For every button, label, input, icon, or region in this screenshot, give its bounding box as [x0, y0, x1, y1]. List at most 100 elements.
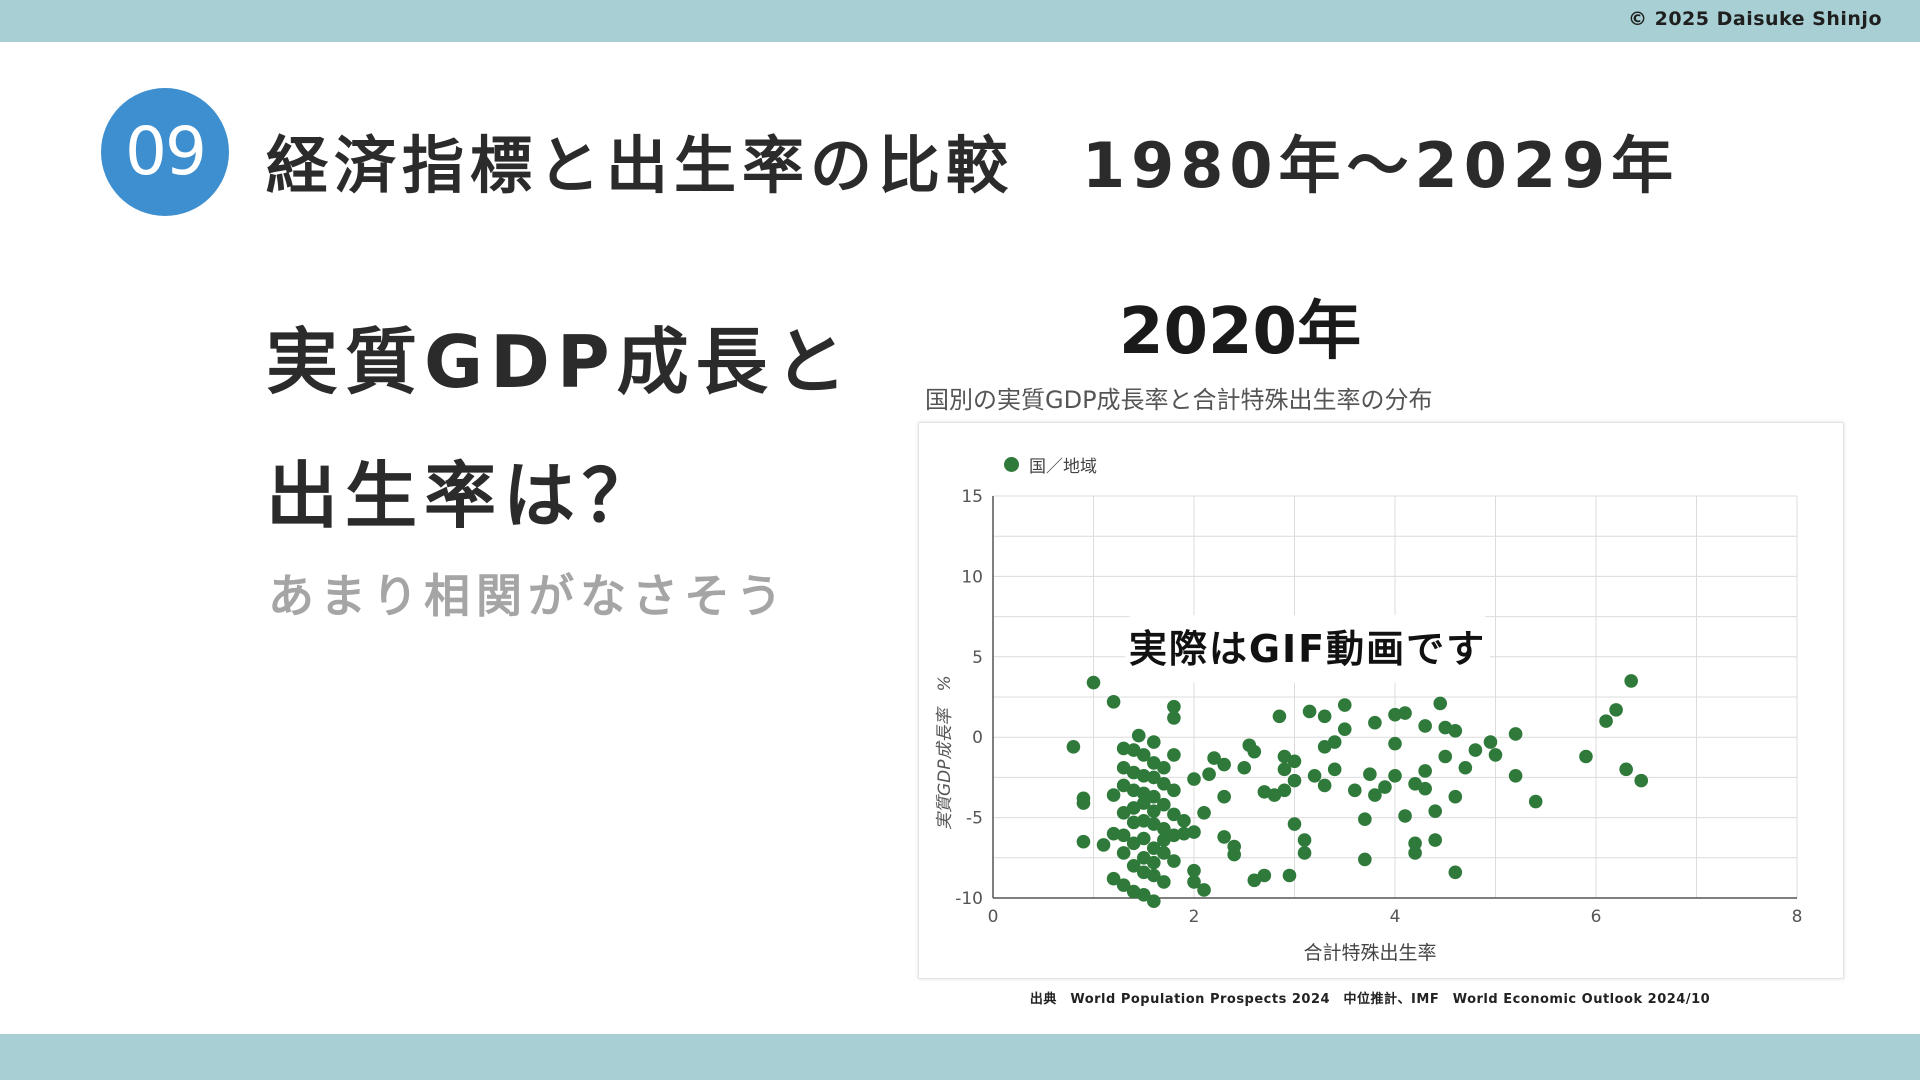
data-point: [1398, 809, 1412, 823]
data-point: [1408, 836, 1422, 851]
y-tick-label: 10: [961, 567, 983, 587]
y-tick-label: 5: [972, 648, 983, 668]
data-point: [1167, 783, 1181, 798]
data-point: [1187, 875, 1201, 889]
data-point: [1297, 833, 1312, 847]
data-point: [1202, 767, 1216, 781]
data-point: [1136, 768, 1151, 783]
data-point: [1126, 836, 1141, 851]
chart-title: 国別の実質GDP成長率と合計特殊出生率の分布: [925, 386, 1433, 414]
slide-number-badge: 09: [101, 88, 229, 216]
x-tick-label: 6: [1591, 907, 1602, 927]
data-point: [1157, 760, 1171, 775]
headline-line-2: 出生率は？: [266, 454, 662, 538]
data-point: [1207, 751, 1221, 765]
data-point: [1237, 760, 1252, 775]
data-point: [1277, 762, 1292, 777]
data-point: [1368, 715, 1382, 730]
data-point: [1116, 741, 1131, 756]
data-point: [1157, 846, 1171, 860]
data-point: [1106, 788, 1121, 802]
plot-card: [918, 422, 1844, 979]
data-point: [1358, 852, 1372, 867]
data-point: [1398, 706, 1412, 720]
data-point: [1287, 754, 1302, 769]
data-point: [1609, 703, 1623, 717]
data-point: [1448, 723, 1463, 738]
data-point: [1428, 833, 1442, 847]
data-point: [1126, 801, 1141, 815]
legend-label: 国／地域: [1029, 457, 1097, 477]
data-point: [1167, 711, 1181, 725]
data-point: [1147, 735, 1161, 749]
data-point: [1307, 768, 1322, 783]
data-point: [1116, 778, 1131, 793]
subline: あまり相関がなさそう: [268, 569, 788, 623]
data-point: [1317, 709, 1332, 724]
data-point: [1508, 768, 1523, 783]
data-point: [1337, 698, 1352, 712]
data-point: [1257, 868, 1272, 883]
scatter-plot: 0 2 4 6 8 15 10 5 0 -5 -10: [955, 487, 1802, 927]
data-point: [1147, 841, 1161, 855]
chart-year-title: 2020年: [1118, 295, 1362, 369]
data-point: [1167, 807, 1181, 822]
bottom-band: [0, 1034, 1920, 1080]
data-point: [1317, 778, 1332, 793]
data-point: [1348, 783, 1362, 798]
data-point: [1076, 796, 1091, 810]
x-tick-label: 4: [1390, 907, 1401, 927]
data-point: [1086, 675, 1101, 690]
data-point: [1363, 767, 1377, 781]
data-point: [1579, 749, 1593, 764]
data-point: [1116, 760, 1131, 775]
data-point: [1408, 846, 1422, 860]
data-point: [1167, 854, 1181, 868]
x-tick-label: 2: [1189, 907, 1200, 927]
top-band: [0, 0, 1920, 42]
data-point: [1247, 873, 1262, 888]
data-point: [1458, 760, 1473, 775]
data-point: [1528, 794, 1543, 809]
data-point: [1147, 868, 1161, 883]
data-point: [1116, 878, 1131, 892]
data-point: [1433, 696, 1448, 711]
data-point: [1388, 736, 1402, 751]
data-point: [1217, 789, 1231, 804]
data-point: [1126, 859, 1141, 873]
data-point: [1368, 788, 1382, 802]
data-point: [1106, 695, 1121, 709]
data-point: [1488, 748, 1503, 762]
data-point: [1287, 773, 1302, 788]
data-point: [1282, 868, 1297, 883]
data-point: [1227, 847, 1241, 862]
data-point: [1418, 719, 1432, 733]
data-point: [1147, 756, 1161, 770]
data-point: [1378, 780, 1392, 794]
data-point: [1247, 744, 1262, 759]
data-point: [1483, 735, 1498, 749]
data-point: [1337, 722, 1352, 736]
headline-line-1: 実質GDP成長と: [266, 320, 854, 404]
data-point: [1167, 699, 1181, 714]
data-point: [1167, 748, 1181, 762]
data-point: [1157, 822, 1171, 836]
x-tick-label: 0: [988, 907, 999, 927]
data-point: [1634, 773, 1649, 788]
data-point: [1116, 828, 1131, 843]
data-point: [1167, 828, 1181, 843]
data-point: [1147, 770, 1161, 785]
data-point: [1157, 777, 1171, 791]
data-point: [1187, 772, 1201, 786]
gif-note-label: 実際はGIF動画です: [1125, 615, 1490, 683]
data-point: [1136, 851, 1151, 865]
data-point: [1187, 825, 1201, 839]
data-point: [1131, 728, 1146, 743]
data-point: [1136, 748, 1151, 762]
slide-title: 経済指標と出生率の比較 1980年～2029年: [266, 129, 1680, 202]
data-point: [1388, 707, 1402, 722]
data-point: [1327, 762, 1342, 777]
data-point: [1106, 871, 1121, 886]
data-point: [1297, 846, 1312, 860]
data-point: [1448, 865, 1463, 880]
